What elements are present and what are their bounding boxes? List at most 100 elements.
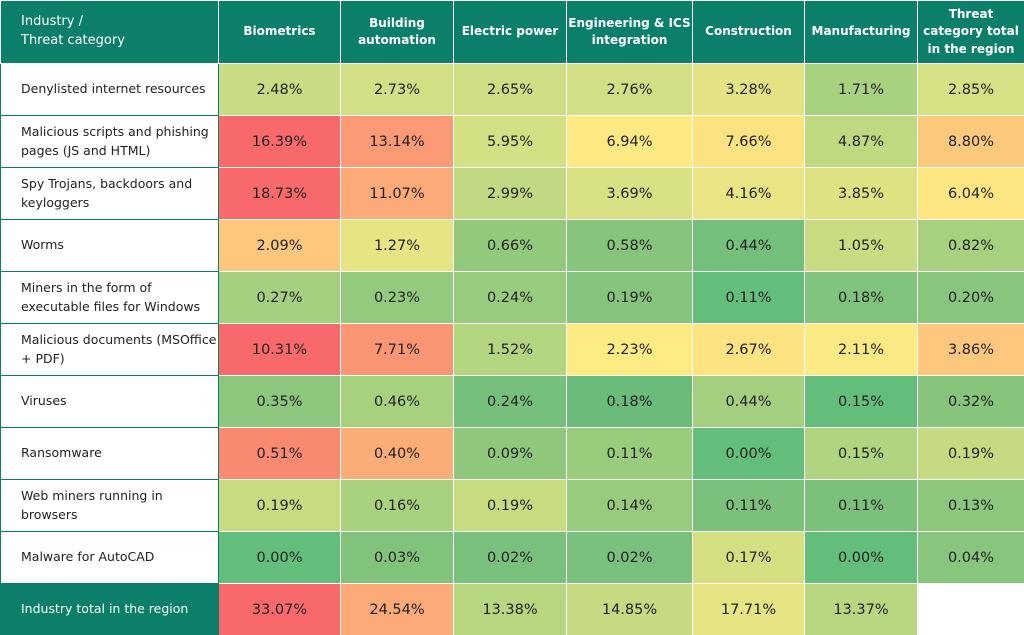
value-cell: 0.19%	[453, 479, 567, 532]
value-cell: 5.95%	[453, 115, 567, 168]
value-cell: 1.71%	[804, 63, 918, 116]
value-cell: 0.11%	[804, 479, 918, 532]
value-cell: 3.86%	[917, 323, 1024, 376]
value-cell: 3.85%	[804, 167, 918, 220]
value-cell: 0.00%	[218, 531, 341, 584]
column-header: Biometrics	[218, 0, 341, 64]
value-cell: 0.18%	[566, 375, 693, 428]
value-cell: 0.11%	[692, 479, 805, 532]
column-header: Threat category total in the region	[917, 0, 1024, 64]
value-cell: 0.35%	[218, 375, 341, 428]
data-row: Miners in the form of executable files f…	[0, 271, 1024, 324]
value-cell: 2.73%	[340, 63, 454, 116]
value-cell: 2.65%	[453, 63, 567, 116]
value-cell: 0.66%	[453, 219, 567, 272]
value-cell: 2.85%	[917, 63, 1024, 116]
value-cell: 0.40%	[340, 427, 454, 480]
value-cell: 17.71%	[692, 583, 805, 635]
data-row: Spy Trojans, backdoors and keyloggers 18.…	[0, 167, 1024, 220]
value-cell: 2.09%	[218, 219, 341, 272]
value-cell: 6.94%	[566, 115, 693, 168]
value-cell: 13.14%	[340, 115, 454, 168]
value-cell: 0.51%	[218, 427, 341, 480]
column-header: Manufacturing	[804, 0, 918, 64]
value-cell: 0.19%	[566, 271, 693, 324]
value-cell: 24.54%	[340, 583, 454, 635]
column-header: Building automation	[340, 0, 454, 64]
value-cell: 7.66%	[692, 115, 805, 168]
column-header: Electric power	[453, 0, 567, 64]
table-body: Denylisted internet resources 2.48% 2.73% 2…	[0, 63, 1024, 635]
row-label: Malicious documents (MSOffice + PDF)	[0, 323, 219, 376]
value-cell: 0.46%	[340, 375, 454, 428]
value-cell: 3.28%	[692, 63, 805, 116]
data-row: Malware for AutoCAD 0.00% 0.03% 0.02% 0.02% 0…	[0, 531, 1024, 584]
value-cell: 0.00%	[804, 531, 918, 584]
value-cell: 4.87%	[804, 115, 918, 168]
value-cell: 0.04%	[917, 531, 1024, 584]
row-label: Industry total in the region	[0, 583, 219, 635]
row-label: Worms	[0, 219, 219, 272]
value-cell: 0.16%	[340, 479, 454, 532]
value-cell: 0.44%	[692, 219, 805, 272]
data-row: Ransomware 0.51% 0.40% 0.09% 0.11% 0.00% 0.15%…	[0, 427, 1024, 480]
row-label: Malware for AutoCAD	[0, 531, 219, 584]
data-row: Viruses 0.35% 0.46% 0.24% 0.18% 0.44% 0.15% 0.3…	[0, 375, 1024, 428]
value-cell: 2.11%	[804, 323, 918, 376]
total-row: Industry total in the region 33.07% 24.54%…	[0, 583, 1024, 635]
value-cell: 2.99%	[453, 167, 567, 220]
data-row: Worms 2.09% 1.27% 0.66% 0.58% 0.44% 1.05% 0.82%	[0, 219, 1024, 272]
row-label: Web miners running in browsers	[0, 479, 219, 532]
value-cell: 2.48%	[218, 63, 341, 116]
value-cell: 0.11%	[566, 427, 693, 480]
value-cell: 0.58%	[566, 219, 693, 272]
value-cell: 10.31%	[218, 323, 341, 376]
value-cell: 0.13%	[917, 479, 1024, 532]
value-cell: 0.44%	[692, 375, 805, 428]
value-cell	[917, 583, 1024, 635]
value-cell: 18.73%	[218, 167, 341, 220]
value-cell: 6.04%	[917, 167, 1024, 220]
value-cell: 0.03%	[340, 531, 454, 584]
value-cell: 14.85%	[566, 583, 693, 635]
value-cell: 0.23%	[340, 271, 454, 324]
row-label: Denylisted internet resources	[0, 63, 219, 116]
row-label: Miners in the form of executable files f…	[0, 271, 219, 324]
data-row: Malicious scripts and phishing pages (JS…	[0, 115, 1024, 168]
value-cell: 1.05%	[804, 219, 918, 272]
value-cell: 33.07%	[218, 583, 341, 635]
value-cell: 0.19%	[917, 427, 1024, 480]
value-cell: 0.09%	[453, 427, 567, 480]
value-cell: 2.23%	[566, 323, 693, 376]
data-row: Denylisted internet resources 2.48% 2.73% 2…	[0, 63, 1024, 116]
row-label: Malicious scripts and phishing pages (JS…	[0, 115, 219, 168]
header-row: Industry / Threat category Biometrics Bui…	[0, 0, 1024, 64]
value-cell: 0.20%	[917, 271, 1024, 324]
value-cell: 2.67%	[692, 323, 805, 376]
value-cell: 13.37%	[804, 583, 918, 635]
value-cell: 0.32%	[917, 375, 1024, 428]
value-cell: 0.00%	[692, 427, 805, 480]
value-cell: 0.24%	[453, 375, 567, 428]
value-cell: 11.07%	[340, 167, 454, 220]
value-cell: 0.02%	[453, 531, 567, 584]
corner-header: Industry / Threat category	[0, 0, 219, 64]
value-cell: 0.19%	[218, 479, 341, 532]
value-cell: 13.38%	[453, 583, 567, 635]
column-header: Construction	[692, 0, 805, 64]
value-cell: 0.18%	[804, 271, 918, 324]
value-cell: 0.82%	[917, 219, 1024, 272]
value-cell: 0.27%	[218, 271, 341, 324]
row-label: Ransomware	[0, 427, 219, 480]
value-cell: 1.52%	[453, 323, 567, 376]
value-cell: 2.76%	[566, 63, 693, 116]
value-cell: 0.14%	[566, 479, 693, 532]
value-cell: 3.69%	[566, 167, 693, 220]
value-cell: 4.16%	[692, 167, 805, 220]
data-row: Web miners running in browsers 0.19% 0.16%…	[0, 479, 1024, 532]
value-cell: 8.80%	[917, 115, 1024, 168]
value-cell: 0.11%	[692, 271, 805, 324]
value-cell: 1.27%	[340, 219, 454, 272]
